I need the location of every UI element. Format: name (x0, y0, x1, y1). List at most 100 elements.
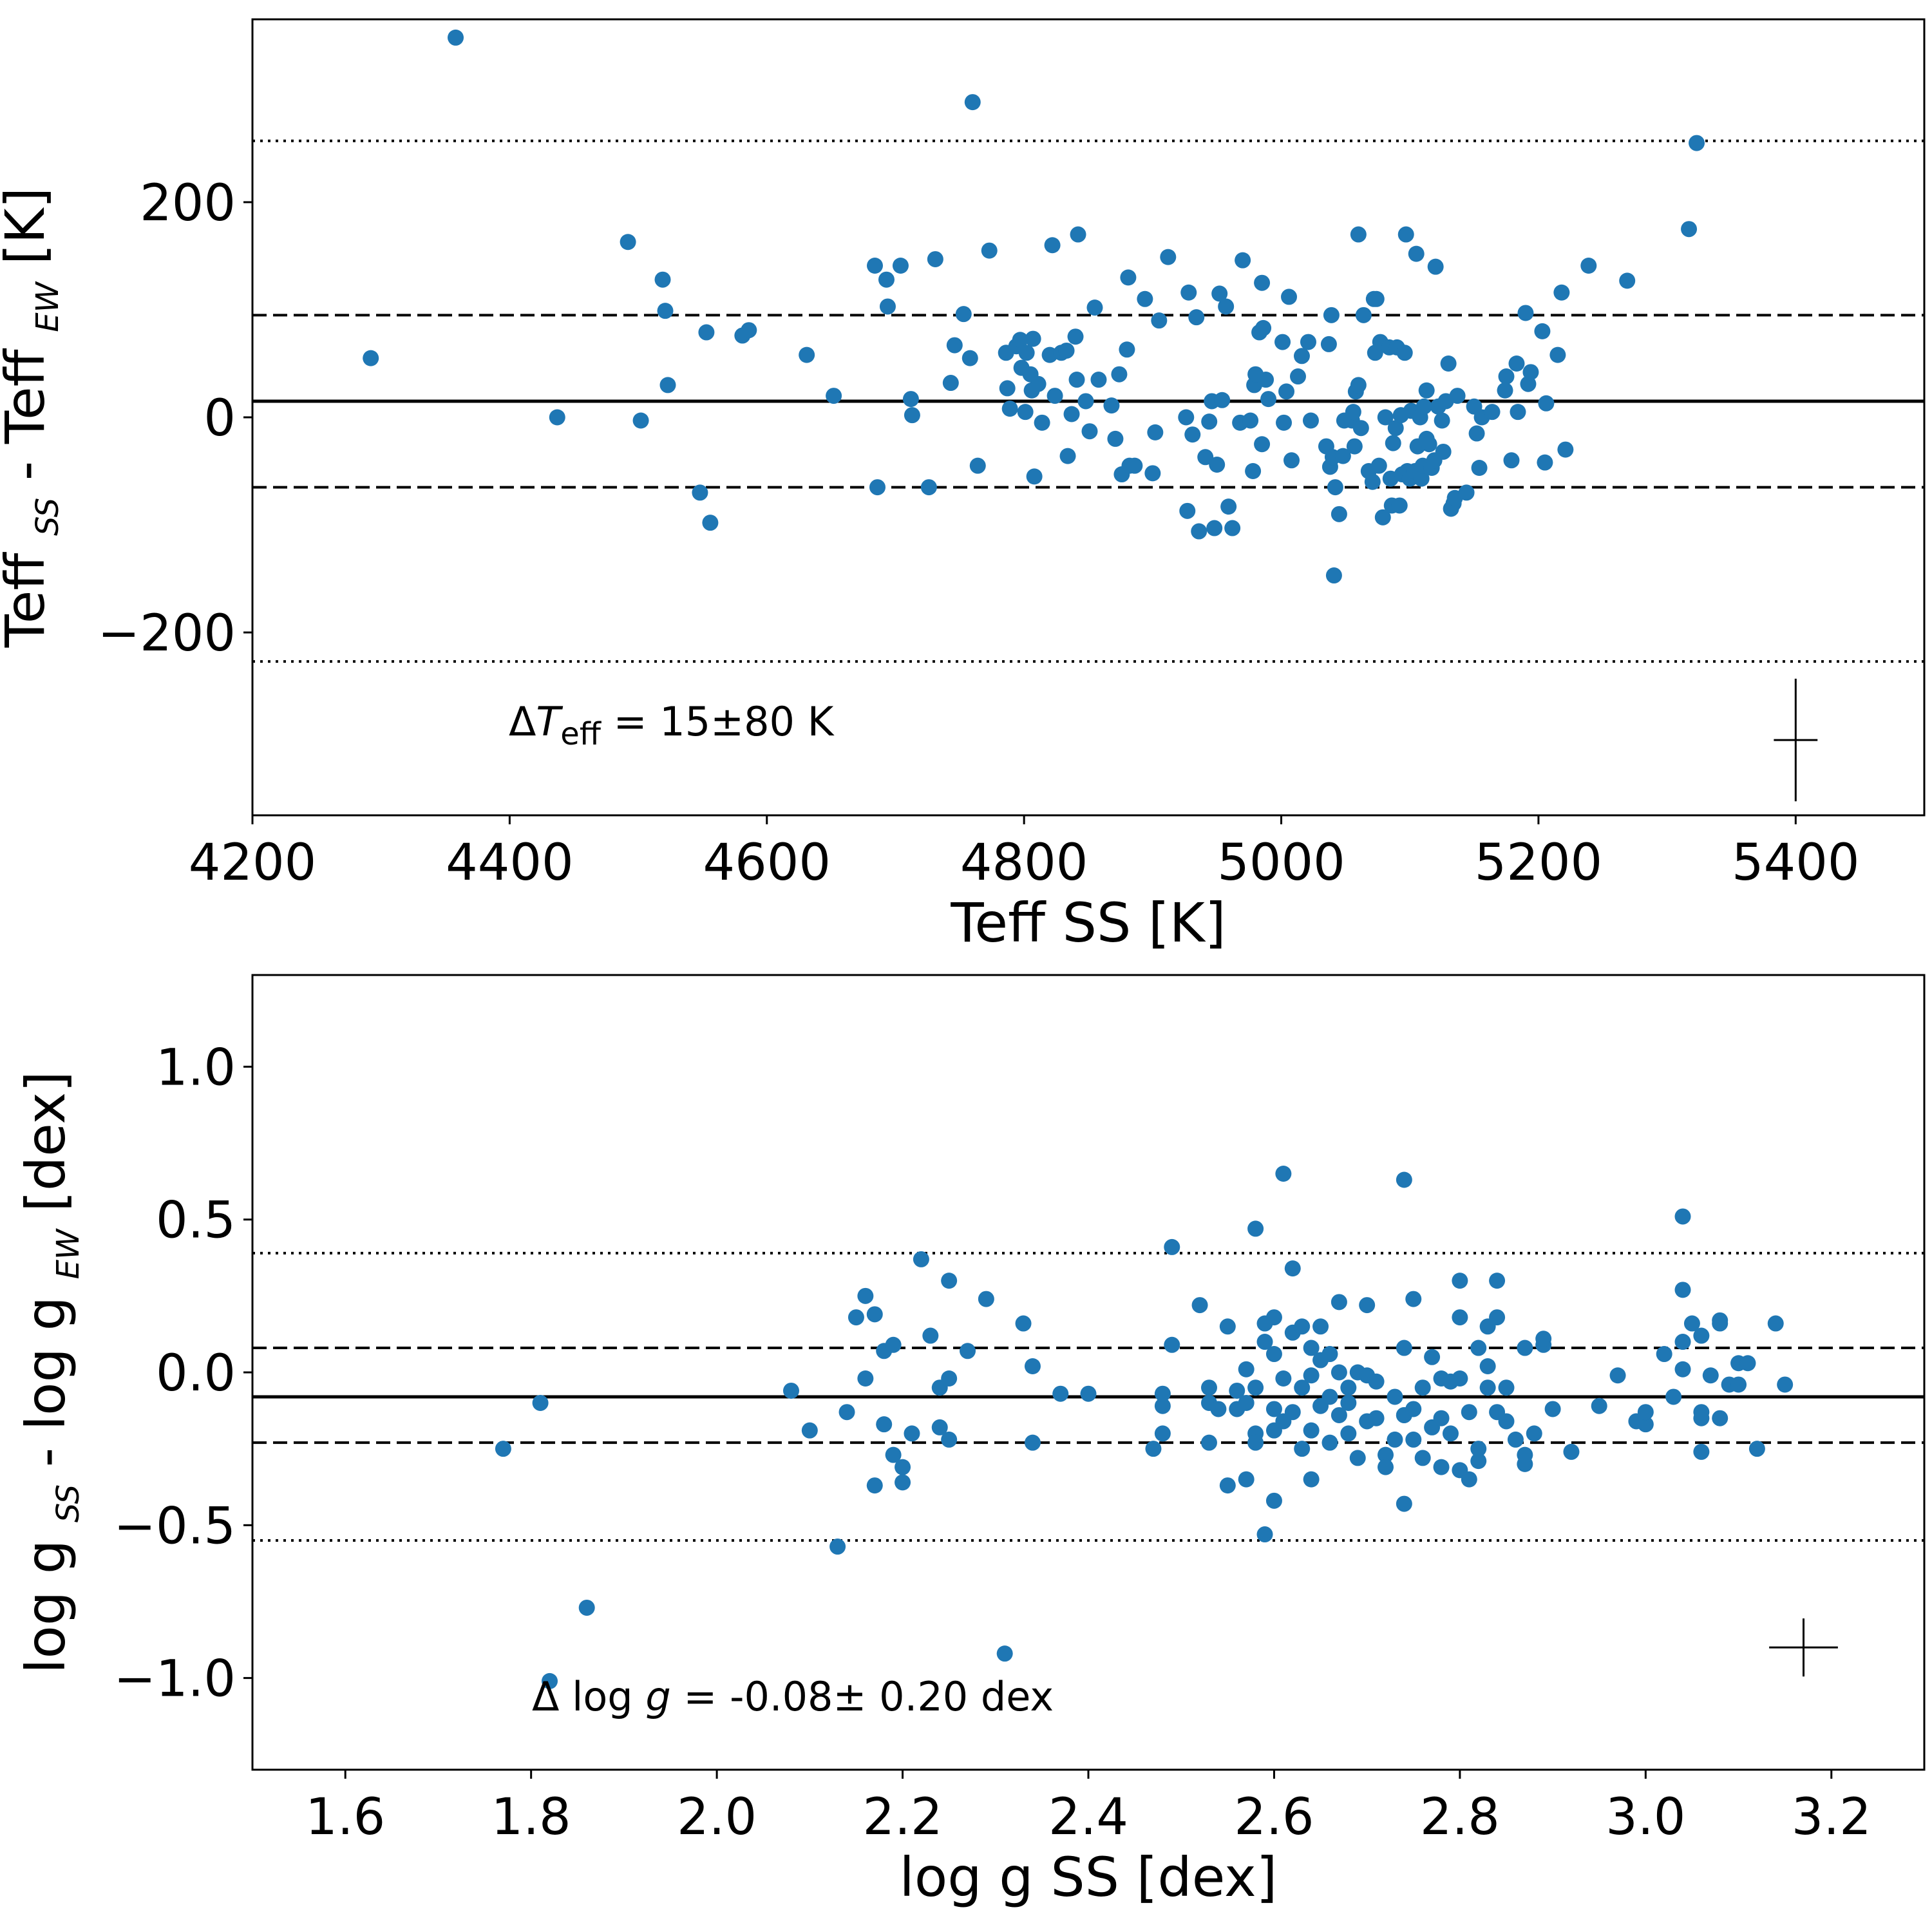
annotation-value: = -0.08± 0.20 dex (671, 1673, 1054, 1720)
data-point (1026, 468, 1043, 485)
data-point (1387, 1388, 1403, 1405)
data-point (885, 1446, 902, 1463)
data-point (1340, 1425, 1357, 1442)
data-point (1355, 307, 1372, 323)
data-point (941, 1273, 958, 1289)
data-point (1767, 1315, 1784, 1332)
data-point (1030, 375, 1046, 392)
y-tick-label: −1.0 (114, 1651, 236, 1709)
data-point (1191, 1297, 1208, 1314)
y-axis-title-tail: [dex] (14, 1071, 77, 1229)
y-axis-title-mid: - log g (14, 1296, 77, 1484)
data-point (1538, 395, 1555, 412)
data-point (838, 1404, 855, 1421)
data-point (1321, 1388, 1338, 1405)
y-tick-label: 200 (140, 175, 236, 232)
data-point (1247, 1434, 1264, 1451)
data-point (741, 322, 757, 339)
data-point (1461, 1471, 1477, 1488)
data-point (1080, 1385, 1097, 1402)
data-point (1378, 1446, 1394, 1463)
y-axis-title-space (14, 1522, 77, 1540)
data-point (1364, 473, 1381, 490)
data-point (1442, 1425, 1459, 1442)
data-point (1300, 334, 1316, 350)
data-point (1665, 1388, 1682, 1405)
data-point (1534, 323, 1551, 339)
data-point (1224, 520, 1241, 536)
data-point (1479, 1358, 1496, 1375)
data-point (1503, 452, 1520, 469)
data-point (1179, 502, 1196, 519)
data-point (1352, 420, 1369, 437)
data-point (620, 234, 636, 251)
data-point (829, 1539, 846, 1555)
data-point (1637, 1404, 1654, 1421)
data-point (1077, 393, 1094, 410)
plot-frame (251, 18, 1926, 817)
data-point (1385, 435, 1401, 451)
data-point (1151, 312, 1168, 329)
data-point (1674, 1334, 1691, 1350)
data-point (578, 1599, 595, 1616)
data-point (1086, 299, 1103, 316)
data-point (1368, 1373, 1385, 1390)
y-tick-label: 0 (204, 390, 236, 448)
data-point (1160, 249, 1177, 265)
data-point (1024, 1434, 1041, 1451)
data-point (1256, 1526, 1273, 1543)
data-point (1468, 425, 1485, 442)
data-point (1052, 1385, 1069, 1402)
data-point (942, 375, 959, 392)
y-axis-title: Teff SS - Teff EW [K] (0, 187, 66, 649)
data-point (1689, 135, 1705, 151)
data-point (922, 1327, 939, 1344)
data-point (1408, 245, 1425, 262)
data-point (1245, 463, 1262, 480)
data-point (1507, 1431, 1524, 1448)
data-point (1637, 1416, 1654, 1433)
data-point (1070, 226, 1086, 243)
y-axis-title-mid: - Teff (0, 348, 57, 497)
data-point (692, 484, 708, 501)
data-point (1256, 1334, 1273, 1350)
y-axis-title-sub: EW (50, 1228, 86, 1279)
y-axis-title-main: log g (14, 1540, 77, 1674)
x-tick-label: 1.6 (305, 1788, 385, 1846)
data-point (632, 412, 649, 429)
data-point (941, 1431, 958, 1448)
data-point (1283, 452, 1300, 469)
data-point (879, 298, 896, 315)
data-point (1276, 414, 1293, 431)
data-point (1374, 509, 1391, 526)
data-point (1396, 345, 1413, 361)
x-tick-label: 2.2 (863, 1788, 943, 1846)
data-point (1284, 1404, 1301, 1421)
data-point (1220, 498, 1237, 515)
data-point (1340, 1379, 1357, 1396)
x-tick-label: 4800 (960, 834, 1088, 892)
data-point (1674, 1208, 1691, 1225)
data-point (1349, 1450, 1366, 1466)
data-point (1024, 1358, 1041, 1375)
data-point (698, 324, 715, 341)
data-point (1391, 497, 1408, 514)
data-point (946, 337, 963, 354)
data-point (799, 346, 815, 363)
data-point (960, 1343, 976, 1359)
data-point (1484, 404, 1501, 421)
data-point (857, 1370, 874, 1387)
y-axis-title-space (0, 332, 57, 350)
data-point (1294, 1379, 1311, 1396)
data-point (1405, 1401, 1422, 1417)
data-point (1254, 436, 1271, 453)
data-point (1440, 355, 1457, 372)
data-point (1111, 366, 1128, 383)
delta-annotation: Δ log g = -0.08± 0.20 dex (532, 1673, 1054, 1720)
data-point (978, 1291, 994, 1307)
data-point (1350, 377, 1367, 393)
data-point (1017, 404, 1034, 421)
data-point (1303, 1471, 1320, 1488)
x-tick-label: 5400 (1732, 834, 1860, 892)
data-point (1397, 226, 1414, 243)
